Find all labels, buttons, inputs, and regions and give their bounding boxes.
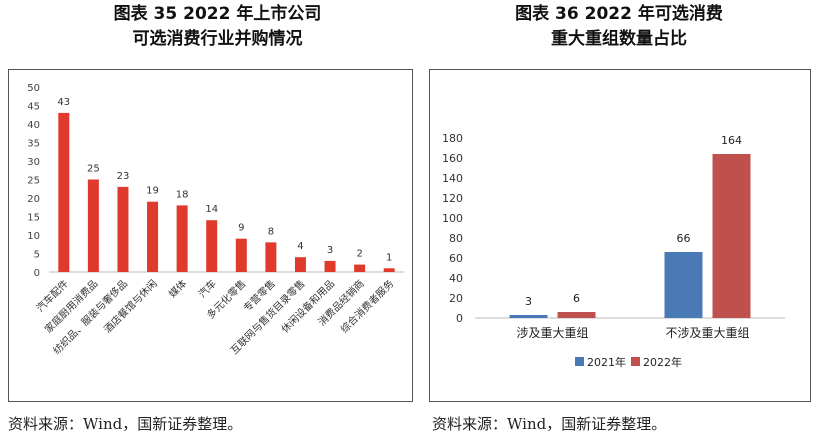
y-tick-label: 180 bbox=[442, 132, 463, 145]
data-label: 3 bbox=[525, 295, 532, 308]
y-tick-label: 60 bbox=[449, 252, 463, 265]
data-label: 23 bbox=[117, 171, 130, 182]
data-label: 4 bbox=[297, 241, 303, 252]
y-tick-label: 80 bbox=[449, 232, 463, 245]
right-title-line2: 重大重组数量占比 bbox=[551, 29, 687, 49]
bar bbox=[206, 220, 218, 272]
left-bar-chart: 0510152025303540455043汽车配件25家庭厨用消费品23纺织品… bbox=[27, 83, 404, 357]
data-label: 164 bbox=[721, 134, 742, 147]
data-label: 18 bbox=[176, 189, 189, 200]
y-tick-label: 100 bbox=[442, 212, 463, 225]
data-label: 9 bbox=[238, 223, 244, 234]
y-tick-label: 45 bbox=[27, 102, 40, 113]
bar bbox=[383, 268, 395, 272]
bar bbox=[557, 312, 596, 318]
bar bbox=[509, 315, 548, 318]
left-title-line2: 可选消费行业并购情况 bbox=[132, 29, 303, 49]
legend-swatch bbox=[575, 357, 584, 366]
data-label: 3 bbox=[327, 245, 333, 256]
bar bbox=[294, 257, 306, 272]
bar bbox=[324, 260, 336, 272]
x-tick-label: 汽车 bbox=[195, 277, 218, 300]
x-tick-label: 不涉及重大重组 bbox=[665, 326, 749, 340]
y-tick-label: 140 bbox=[442, 172, 463, 185]
right-chart-title: 图表 36 2022 年可选消费 重大重组数量占比 bbox=[430, 2, 808, 52]
bar bbox=[87, 179, 99, 272]
bar bbox=[712, 154, 751, 318]
y-tick-label: 15 bbox=[27, 213, 40, 224]
bar bbox=[265, 242, 277, 272]
y-tick-label: 40 bbox=[27, 120, 40, 131]
y-tick-label: 35 bbox=[27, 139, 40, 150]
left-chart-frame: 0 5 10 15 20 25 30 35 40 45 50 43 汽车配件 25 家庭厨用消费品 23 纺织品… bbox=[8, 69, 413, 402]
y-tick-label: 30 bbox=[27, 157, 40, 168]
y-tick-label: 25 bbox=[27, 176, 40, 187]
right-grouped-bar-chart: 0 20 40 60 80 100 120 140 160 180 3 6 涉及重大重组 66 164 不涉及… bbox=[442, 132, 785, 369]
bar bbox=[664, 252, 703, 318]
x-tick-label: 媒体 bbox=[167, 278, 190, 301]
data-label: 25 bbox=[87, 164, 100, 175]
y-tick-label: 40 bbox=[449, 272, 463, 285]
data-label: 43 bbox=[57, 97, 70, 108]
bar bbox=[58, 112, 70, 273]
y-tick-label: 10 bbox=[27, 231, 40, 242]
data-label: 1 bbox=[386, 252, 392, 263]
data-label: 66 bbox=[677, 232, 691, 245]
left-source-note: 资料来源：Wind，国新证券整理。 bbox=[8, 415, 243, 433]
y-tick-label: 120 bbox=[442, 192, 463, 205]
y-tick-label: 160 bbox=[442, 152, 463, 165]
right-title-line1: 图表 36 2022 年可选消费 bbox=[515, 4, 723, 24]
bar bbox=[176, 205, 188, 272]
y-tick-label: 20 bbox=[27, 194, 40, 205]
bar bbox=[235, 238, 247, 272]
y-tick-label: 50 bbox=[27, 83, 40, 94]
bar bbox=[117, 186, 129, 272]
left-title-line1: 图表 35 2022 年上市公司 bbox=[113, 4, 322, 24]
legend-swatch bbox=[631, 357, 640, 366]
data-label: 14 bbox=[205, 204, 218, 215]
y-tick-label: 0 bbox=[456, 312, 463, 325]
y-tick-label: 0 bbox=[34, 268, 40, 279]
left-chart-title: 图表 35 2022 年上市公司 可选消费行业并购情况 bbox=[30, 2, 405, 52]
data-label: 2 bbox=[356, 249, 362, 260]
right-source-note: 资料来源：Wind，国新证券整理。 bbox=[432, 415, 667, 433]
data-label: 8 bbox=[268, 226, 274, 237]
y-tick-label: 20 bbox=[449, 292, 463, 305]
y-tick-label: 5 bbox=[34, 250, 40, 261]
bar bbox=[354, 264, 366, 272]
right-chart-frame: 0 20 40 60 80 100 120 140 160 180 3 6 涉及重大重组 66 164 不涉及… bbox=[429, 69, 811, 402]
legend-label: 2021年 bbox=[587, 355, 626, 369]
data-label: 6 bbox=[573, 292, 580, 305]
legend-label: 2022年 bbox=[643, 355, 682, 369]
data-label: 19 bbox=[146, 186, 159, 197]
x-tick-label: 涉及重大重组 bbox=[516, 326, 588, 340]
bar bbox=[147, 201, 159, 272]
